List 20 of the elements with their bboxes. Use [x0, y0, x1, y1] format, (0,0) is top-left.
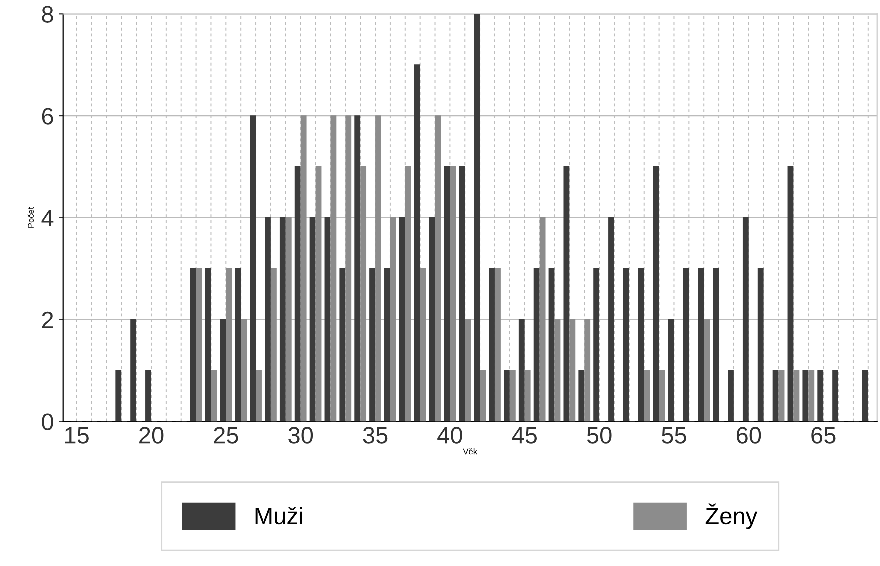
- x-axis-title: Věk: [463, 448, 478, 455]
- legend-label: Ženy: [706, 504, 758, 530]
- x-tick-label: 40: [438, 427, 462, 444]
- x-tick-label: 50: [587, 427, 612, 444]
- x-tick-label: 60: [736, 427, 762, 444]
- x-tick-label: 55: [662, 427, 686, 444]
- x-tick-label: 30: [288, 427, 314, 444]
- x-tick-label: 65: [812, 427, 836, 444]
- y-tick-label: 4: [42, 210, 54, 226]
- y-axis-title: Počet: [28, 207, 34, 228]
- x-tick-label: 15: [65, 427, 89, 444]
- y-tick-label: 2: [42, 312, 54, 328]
- y-tick-label: 8: [42, 6, 54, 23]
- legend-label: Muži: [256, 507, 302, 525]
- y-tick-label: 6: [42, 108, 54, 125]
- x-tick-label: 35: [363, 427, 388, 444]
- x-tick-label: 25: [214, 427, 238, 444]
- y-tick-label: 0: [42, 414, 54, 430]
- x-tick-label: 45: [512, 427, 538, 444]
- x-tick-label: 20: [140, 427, 164, 444]
